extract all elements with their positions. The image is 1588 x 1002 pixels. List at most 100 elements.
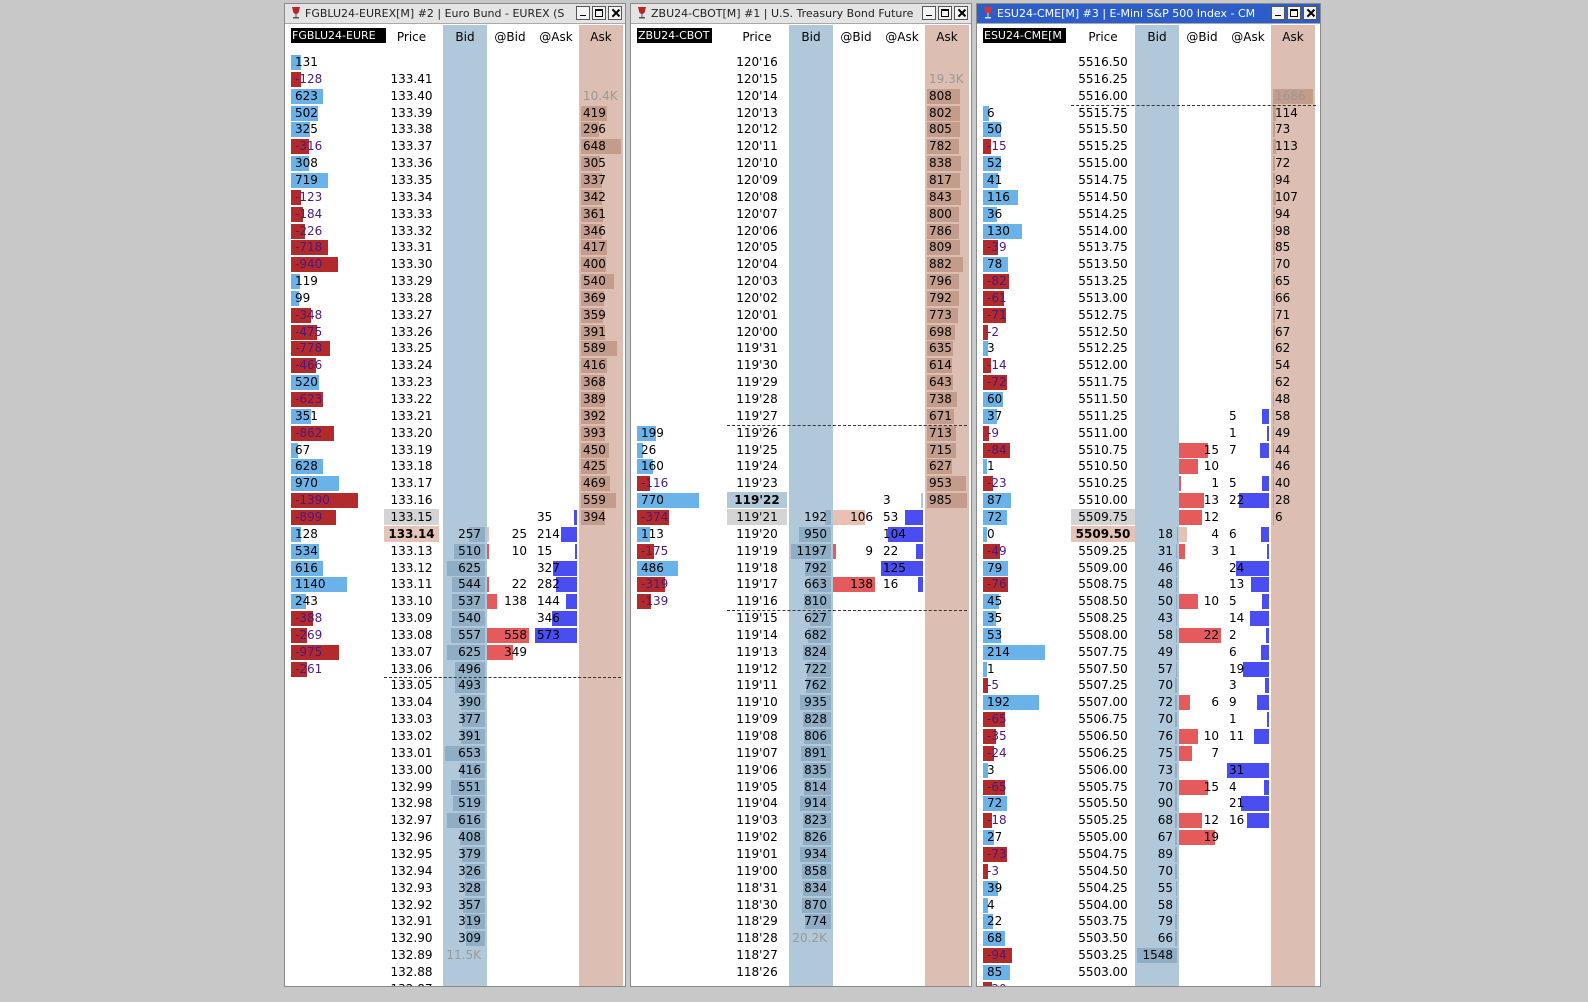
ask-cell[interactable]: 67 [1275, 324, 1291, 339]
at-ask-cell[interactable]: 1 [1229, 425, 1237, 440]
ask-cell[interactable]: 113 [1275, 139, 1298, 154]
dom-window-zb[interactable]: ZBU24-CBOT[M] #1 | U.S. Treasury Bond Fu… [630, 3, 972, 987]
ask-cell[interactable]: 419 [583, 105, 606, 120]
maximize-button[interactable] [1287, 6, 1301, 20]
price-cell[interactable]: 132.97 [390, 813, 433, 828]
at-bid-cell[interactable]: 1 [1211, 476, 1219, 491]
ask-cell[interactable]: 635 [929, 341, 952, 356]
price-cell[interactable]: 132.87 [384, 981, 439, 986]
price-cell[interactable]: 119'12 [736, 661, 778, 676]
price-cell[interactable]: 120'02 [736, 290, 778, 305]
at-ask-cell[interactable]: 327 [537, 560, 560, 575]
price-cell[interactable]: 133.24 [390, 358, 433, 373]
bid-cell[interactable]: 89 [1157, 846, 1173, 861]
at-ask-cell[interactable]: 9 [1229, 695, 1237, 710]
price-cell[interactable]: 5513.50 [1078, 257, 1128, 272]
bid-cell[interactable]: 625 [458, 560, 481, 575]
price-cell[interactable]: 5508.75 [1078, 577, 1128, 592]
ask-cell[interactable]: 114 [1275, 105, 1298, 120]
price-cell[interactable]: 5503.25 [1078, 948, 1128, 963]
at-bid-cell[interactable]: 13 [1203, 493, 1219, 508]
price-cell[interactable]: 5509.25 [1078, 543, 1128, 558]
price-cell[interactable]: 5503.00 [1078, 964, 1128, 979]
at-bid-cell[interactable]: 19 [1203, 830, 1219, 845]
price-cell[interactable]: 120'07 [736, 206, 778, 221]
bid-cell[interactable]: 537 [458, 594, 481, 609]
bid-cell[interactable]: 57 [1157, 661, 1173, 676]
price-cell[interactable]: 133.09 [390, 611, 433, 626]
price-cell[interactable]: 119'16 [736, 594, 778, 609]
price-cell[interactable]: 5513.00 [1078, 290, 1128, 305]
at-ask-cell[interactable]: 6 [1229, 644, 1237, 659]
price-cell[interactable]: 5508.25 [1078, 611, 1128, 626]
ask-cell[interactable]: 469 [583, 476, 606, 491]
price-cell[interactable]: 5516.50 [1078, 55, 1128, 69]
bid-cell[interactable]: 828 [804, 712, 827, 727]
at-bid-header[interactable]: @Bid [494, 30, 526, 44]
bid-cell[interactable]: 416 [458, 762, 481, 777]
at-bid-cell[interactable]: 106 [850, 509, 873, 524]
price-cell[interactable]: 133.35 [390, 172, 433, 187]
at-bid-cell[interactable]: 15 [1203, 779, 1219, 794]
price-cell[interactable]: 5511.75 [1078, 375, 1128, 390]
price-cell[interactable]: 120'12 [736, 122, 778, 137]
bid-cell[interactable]: 625 [458, 644, 481, 659]
ladder-grid[interactable]: ZBU24-CBOT Price Bid @Bid @Ask Ask 120'16 120'1… [635, 25, 971, 986]
bid-cell[interactable]: 835 [804, 762, 827, 777]
price-cell[interactable]: 133.00 [390, 762, 433, 777]
price-cell[interactable]: 5509.00 [1078, 560, 1128, 575]
price-cell[interactable]: 120'06 [736, 223, 778, 238]
ask-cell[interactable]: 782 [929, 139, 952, 154]
minimize-button[interactable] [576, 6, 590, 20]
ask-cell[interactable]: 559 [583, 493, 606, 508]
price-cell[interactable]: 120'08 [736, 189, 778, 204]
ask-cell[interactable]: 19.3K [929, 71, 964, 86]
price-cell[interactable]: 133.10 [390, 594, 433, 609]
ask-cell[interactable]: 391 [583, 324, 606, 339]
ask-cell[interactable]: 70 [1275, 257, 1291, 272]
at-ask-cell[interactable]: 5 [1229, 476, 1237, 491]
bid-cell[interactable]: 496 [458, 661, 481, 676]
price-cell[interactable]: 120'04 [736, 257, 778, 272]
price-cell[interactable]: 5505.00 [1078, 830, 1128, 845]
ask-cell[interactable]: 44 [1275, 442, 1291, 457]
bid-cell[interactable]: 326 [458, 863, 481, 878]
price-cell[interactable]: 132.91 [390, 914, 433, 929]
bid-cell[interactable]: 43 [1157, 611, 1173, 626]
ask-cell[interactable]: 54 [1275, 358, 1291, 373]
bid-cell[interactable]: 858 [804, 863, 827, 878]
price-cell[interactable]: 5513.75 [1078, 240, 1128, 255]
price-cell[interactable]: 132.94 [390, 863, 433, 878]
price-cell[interactable]: 118'30 [736, 897, 778, 912]
at-ask-cell[interactable]: 35 [537, 509, 553, 524]
bid-header[interactable]: Bid [801, 30, 821, 44]
price-cell[interactable]: 119'25 [736, 442, 778, 457]
at-ask-cell[interactable]: 7 [1229, 442, 1237, 457]
bid-cell[interactable]: 519 [458, 796, 481, 811]
price-cell[interactable]: 119'09 [736, 712, 778, 727]
price-cell[interactable]: 5515.50 [1078, 122, 1128, 137]
ask-cell[interactable]: 107 [1275, 189, 1298, 204]
price-cell[interactable]: 133.20 [390, 425, 433, 440]
price-cell[interactable]: 119'07 [736, 745, 778, 760]
ask-cell[interactable]: 953 [929, 476, 952, 491]
price-cell[interactable]: 120'10 [736, 156, 778, 171]
price-cell[interactable]: 120'03 [736, 274, 778, 289]
ask-cell[interactable]: 58 [1275, 408, 1291, 423]
ask-cell[interactable]: 342 [583, 189, 606, 204]
price-cell[interactable]: 120'00 [736, 324, 778, 339]
price-cell[interactable]: 119'17 [736, 577, 778, 592]
at-bid-header[interactable]: @Bid [1186, 30, 1218, 44]
at-ask-cell[interactable]: 573 [537, 627, 560, 642]
at-ask-cell[interactable]: 5 [1229, 408, 1237, 423]
price-cell[interactable]: 5505.25 [1078, 813, 1128, 828]
ask-cell[interactable]: 838 [929, 156, 952, 171]
bid-cell[interactable]: 70 [1157, 863, 1173, 878]
at-bid-cell[interactable]: 6 [1211, 695, 1219, 710]
bid-cell[interactable]: 46 [1157, 560, 1173, 575]
price-cell[interactable]: 5515.75 [1078, 105, 1128, 120]
at-bid-cell[interactable]: 10 [511, 543, 527, 558]
ask-cell[interactable]: 796 [929, 274, 952, 289]
at-ask-cell[interactable]: 1 [1229, 543, 1237, 558]
bid-cell[interactable]: 834 [804, 880, 827, 895]
